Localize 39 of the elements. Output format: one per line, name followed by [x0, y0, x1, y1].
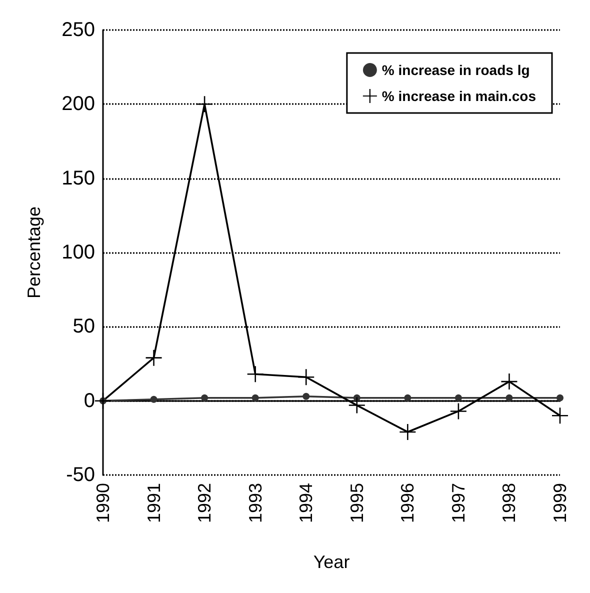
point	[247, 366, 264, 382]
point	[556, 394, 564, 402]
x-tick-label: 1993	[245, 483, 266, 524]
legend-label: % increase in main.cos	[382, 88, 536, 104]
point	[506, 394, 513, 402]
x-tick-label: 1995	[346, 483, 367, 524]
point	[552, 408, 568, 424]
x-tick-label: 1990	[93, 483, 113, 524]
x-axis-title: Year	[313, 552, 350, 572]
y-axis-title: Percentage	[24, 206, 44, 299]
y-tick-label: 200	[62, 93, 95, 116]
x-tick-label: 1992	[194, 483, 215, 524]
point	[150, 396, 158, 403]
point	[298, 369, 314, 386]
point	[450, 403, 466, 420]
point	[196, 96, 213, 112]
legend-label: % increase in roads lg	[382, 62, 530, 78]
point	[404, 394, 412, 402]
x-tick-label: 1994	[296, 483, 316, 524]
x-tick-label: 1996	[398, 483, 418, 524]
x-tick-label: 1999	[550, 483, 570, 524]
point	[252, 394, 259, 402]
point	[95, 392, 111, 409]
y-tick-label: -50	[66, 464, 95, 486]
x-tick-label: 1997	[448, 483, 468, 524]
point	[400, 424, 416, 440]
point	[348, 397, 365, 414]
y-tick-label: 250	[62, 19, 95, 41]
y-tick-label: 100	[62, 242, 95, 264]
x-tick-label: 1991	[144, 483, 164, 524]
point	[302, 392, 310, 400]
y-tick-label: 50	[72, 316, 95, 338]
y-tick-label: 0	[84, 390, 95, 412]
x-tick-label: 1998	[499, 483, 520, 524]
point	[501, 374, 518, 390]
point	[454, 394, 462, 402]
point	[201, 394, 208, 402]
point	[146, 350, 162, 366]
y-tick-label: 150	[62, 167, 95, 190]
